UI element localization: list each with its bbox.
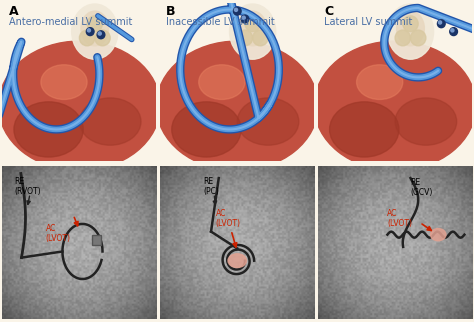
- Text: Antero-medial LV summit: Antero-medial LV summit: [9, 17, 132, 27]
- Circle shape: [237, 30, 253, 46]
- Text: C: C: [324, 5, 333, 18]
- Ellipse shape: [156, 41, 318, 170]
- Circle shape: [253, 30, 268, 46]
- Text: RE
(PC): RE (PC): [203, 176, 219, 196]
- Circle shape: [395, 30, 410, 46]
- Circle shape: [438, 21, 442, 24]
- Ellipse shape: [397, 11, 424, 46]
- Ellipse shape: [0, 41, 160, 170]
- Circle shape: [98, 32, 101, 35]
- Circle shape: [245, 16, 260, 32]
- Text: B: B: [166, 5, 176, 18]
- Ellipse shape: [329, 102, 399, 157]
- Ellipse shape: [41, 65, 87, 99]
- Text: AC
(LVOT): AC (LVOT): [387, 209, 412, 228]
- Ellipse shape: [80, 98, 141, 145]
- Ellipse shape: [228, 254, 246, 268]
- Text: RE
(RVOT): RE (RVOT): [15, 176, 41, 196]
- Ellipse shape: [430, 229, 446, 241]
- Ellipse shape: [199, 65, 245, 99]
- Ellipse shape: [395, 98, 456, 145]
- Ellipse shape: [356, 65, 403, 99]
- Ellipse shape: [172, 102, 241, 157]
- Circle shape: [97, 31, 105, 39]
- Text: AC
(LVOT): AC (LVOT): [216, 209, 241, 228]
- Circle shape: [235, 8, 237, 11]
- Circle shape: [86, 28, 94, 35]
- Circle shape: [242, 16, 245, 19]
- Ellipse shape: [14, 102, 83, 157]
- Circle shape: [451, 29, 454, 32]
- Ellipse shape: [237, 98, 299, 145]
- Ellipse shape: [81, 11, 109, 46]
- Bar: [92, 235, 101, 245]
- Circle shape: [87, 16, 102, 32]
- Text: AC
(LVOT): AC (LVOT): [46, 224, 71, 243]
- Circle shape: [87, 29, 91, 32]
- Circle shape: [403, 16, 418, 32]
- Circle shape: [241, 15, 249, 23]
- Ellipse shape: [387, 4, 434, 59]
- Circle shape: [438, 20, 445, 28]
- Text: Lateral LV summit: Lateral LV summit: [324, 17, 412, 27]
- Circle shape: [233, 7, 241, 15]
- Ellipse shape: [229, 4, 276, 59]
- Text: A: A: [9, 5, 18, 18]
- Circle shape: [80, 30, 95, 46]
- Circle shape: [450, 28, 457, 35]
- Text: Inacessible LV summit: Inacessible LV summit: [166, 17, 275, 27]
- Circle shape: [95, 30, 110, 46]
- Ellipse shape: [239, 11, 266, 46]
- Text: RE
(GCV): RE (GCV): [410, 178, 433, 197]
- Circle shape: [410, 30, 426, 46]
- Ellipse shape: [72, 4, 118, 59]
- Ellipse shape: [314, 41, 474, 170]
